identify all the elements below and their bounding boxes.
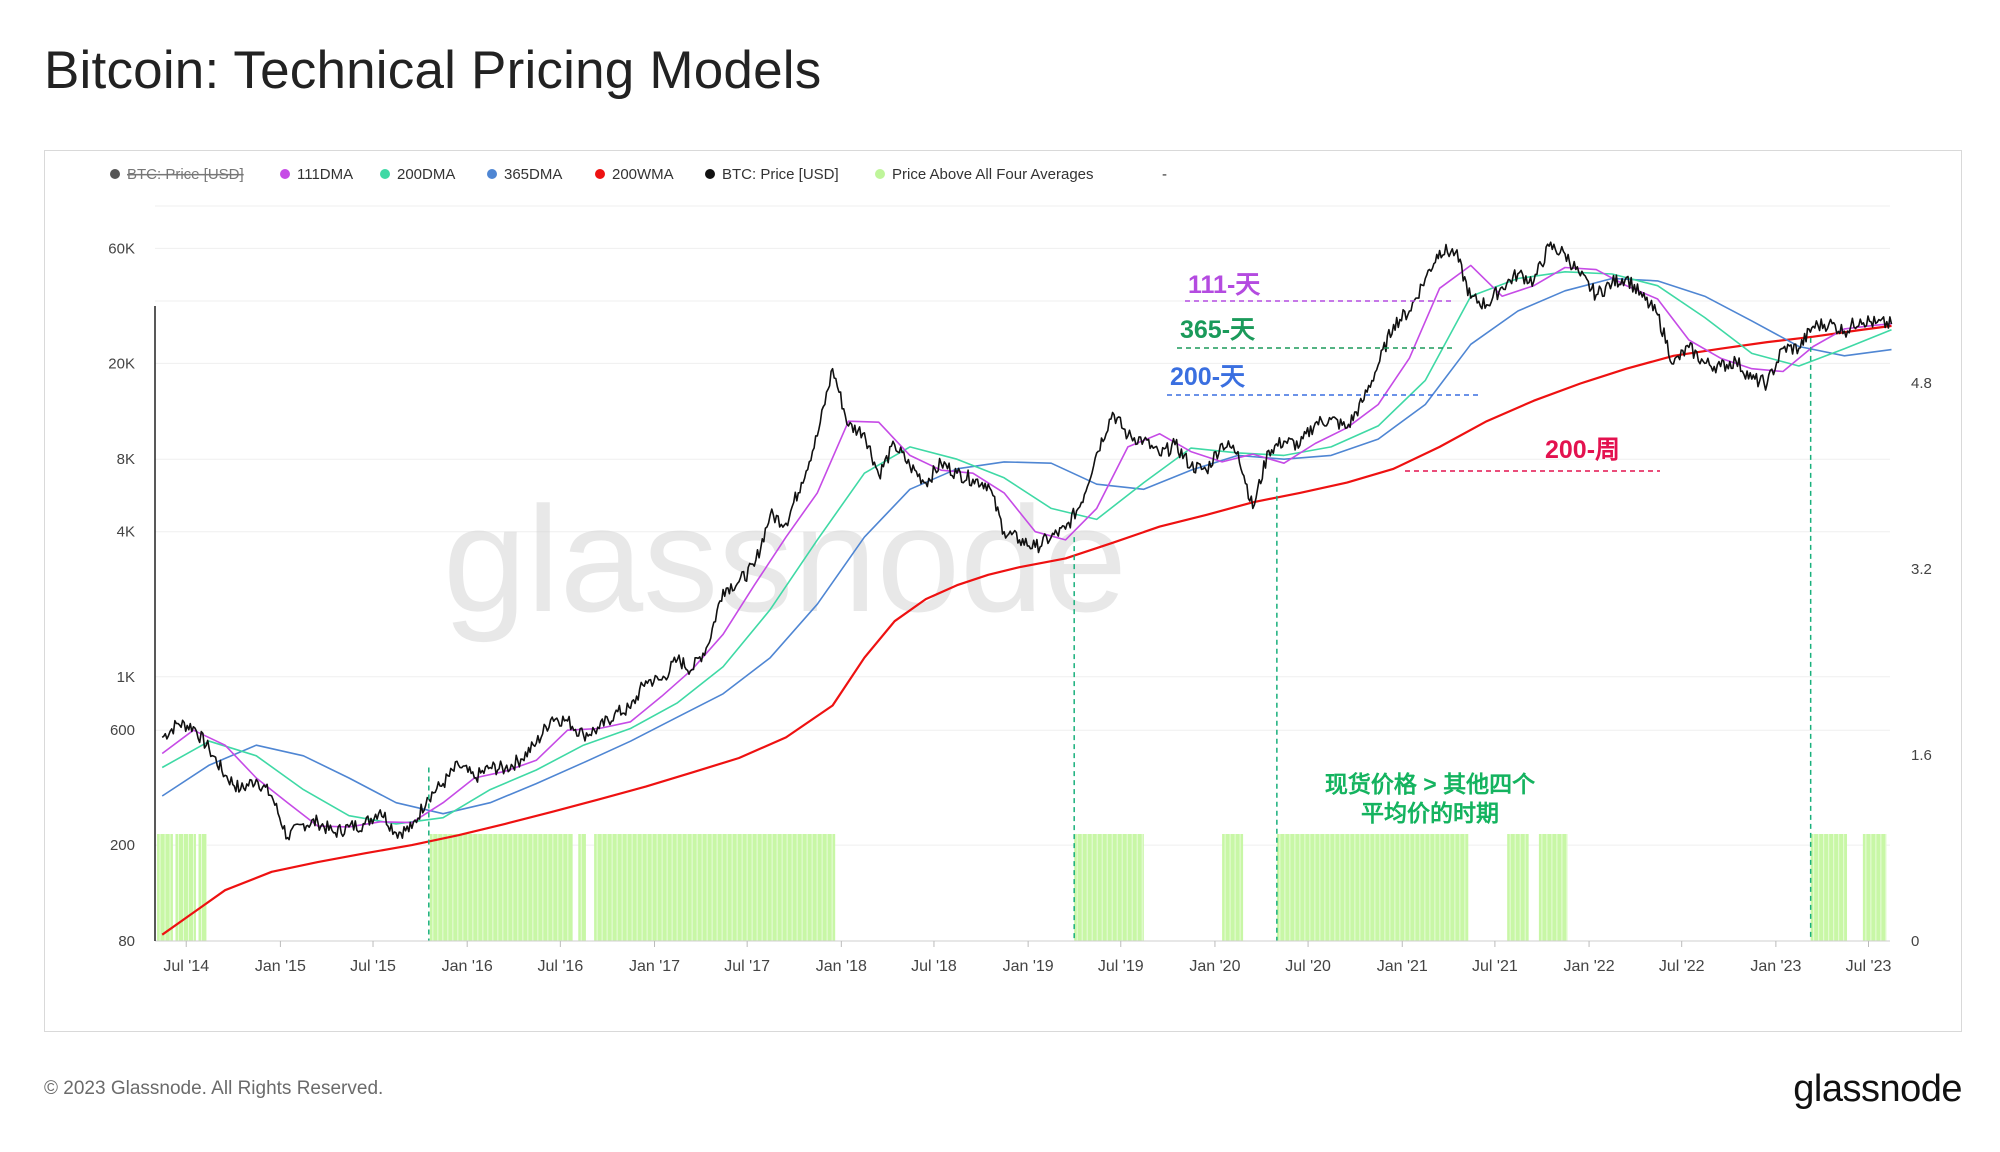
- series-line-btc-price: [161, 241, 1893, 841]
- y-tick-label: 200: [110, 837, 135, 854]
- legend-label: -: [1162, 166, 1167, 183]
- highlight-bar: [1276, 834, 1469, 941]
- x-tick-label: Jul '21: [1472, 958, 1518, 975]
- legend: BTC: Price [USD] 111DMA 200DMA 365DMA 200WMA…: [110, 166, 1167, 183]
- series-lines: [161, 241, 1893, 936]
- legend-label: 365DMA: [504, 166, 562, 183]
- copyright-text: © 2023 Glassnode. All Rights Reserved.: [44, 1078, 384, 1099]
- x-tick-label: Jul '19: [1098, 958, 1144, 975]
- legend-label: 111DMA: [297, 166, 353, 183]
- x-tick-label: Jul '15: [350, 958, 396, 975]
- signal-markers: [428, 337, 1812, 941]
- highlight-bars: [157, 834, 1887, 941]
- y-tick-label: 8K: [117, 451, 135, 468]
- highlight-bar: [1538, 834, 1568, 941]
- legend-label: Price Above All Four Averages: [892, 166, 1094, 183]
- legend-label: BTC: Price [USD]: [722, 166, 839, 183]
- x-tick-label: Jan '18: [816, 958, 867, 975]
- legend-dot: [280, 169, 290, 179]
- x-tick-label: Jan '23: [1750, 958, 1801, 975]
- y2-tick-label: 1.6: [1911, 747, 1932, 764]
- x-tick-label: Jul '18: [911, 958, 957, 975]
- y-tick-label: 20K: [108, 355, 135, 372]
- chart-svg: BTC: Price [USD] 111DMA 200DMA 365DMA 200WMA…: [108, 166, 1932, 975]
- legend-dot: [380, 169, 390, 179]
- annotation-label: 200-周: [1545, 436, 1620, 464]
- brand-logo: glassnode: [1793, 1068, 1962, 1110]
- annotation-label: 平均价的时期: [1361, 800, 1499, 826]
- chart-panel: BTC: Price [USD] 111DMA 200DMA 365DMA 200WMA…: [44, 150, 1962, 1032]
- highlight-bar: [594, 834, 836, 941]
- legend-dot: [595, 169, 605, 179]
- x-tick-label: Jul '20: [1285, 958, 1331, 975]
- x-tick-label: Jul '16: [537, 958, 583, 975]
- annotation-label: 111-天: [1188, 271, 1260, 299]
- y2-tick-label: 4.8: [1911, 375, 1932, 392]
- x-tick-label: Jan '16: [442, 958, 493, 975]
- legend-dot: [110, 169, 120, 179]
- x-tick-label: Jan '21: [1377, 958, 1428, 975]
- legend-dot: [875, 169, 885, 179]
- annotation-label: 365-天: [1180, 316, 1255, 344]
- y2-tick-label: 0: [1911, 933, 1919, 950]
- legend-label: 200DMA: [397, 166, 455, 183]
- highlight-bar: [429, 834, 573, 941]
- y-tick-label: 600: [110, 722, 135, 739]
- series-line-200wma: [161, 324, 1892, 936]
- watermark-text: glassnode: [443, 475, 1127, 643]
- y-tick-label: 4K: [117, 524, 135, 541]
- x-tick-label: Jan '19: [1003, 958, 1054, 975]
- y-tick-label: 80: [118, 933, 135, 950]
- x-tick-label: Jul '22: [1659, 958, 1705, 975]
- x-tick-label: Jul '23: [1846, 958, 1892, 975]
- legend-label: 200WMA: [612, 166, 674, 183]
- highlight-bar: [1222, 834, 1244, 941]
- highlight-bar: [1862, 834, 1887, 941]
- highlight-stripes: [159, 834, 1887, 941]
- annotation-label: 200-天: [1170, 363, 1245, 391]
- highlight-bar: [578, 834, 586, 941]
- x-tick-label: Jan '20: [1189, 958, 1240, 975]
- page-title: Bitcoin: Technical Pricing Models: [44, 41, 822, 100]
- annotation-label: 现货价格 > 其他四个: [1325, 771, 1536, 797]
- legend-dot: [487, 169, 497, 179]
- y-tick-label: 1K: [117, 669, 135, 686]
- highlight-bar: [1507, 834, 1529, 941]
- y2-tick-label: 3.2: [1911, 561, 1932, 578]
- axes: Jul '14 Jan '15 Jul '15 Jan '16 Jul '16 Jan '…: [108, 240, 1932, 975]
- x-tick-label: Jan '17: [629, 958, 680, 975]
- legend-label: BTC: Price [USD]: [127, 166, 244, 183]
- y-tick-label: 60K: [108, 240, 135, 257]
- series-line-365dma: [161, 277, 1892, 815]
- x-tick-label: Jul '17: [724, 958, 770, 975]
- legend-dot: [705, 169, 715, 179]
- highlight-bar: [1074, 834, 1144, 941]
- x-tick-label: Jul '14: [163, 958, 209, 975]
- x-tick-label: Jan '15: [255, 958, 306, 975]
- x-tick-label: Jan '22: [1564, 958, 1615, 975]
- highlight-bar: [198, 834, 207, 941]
